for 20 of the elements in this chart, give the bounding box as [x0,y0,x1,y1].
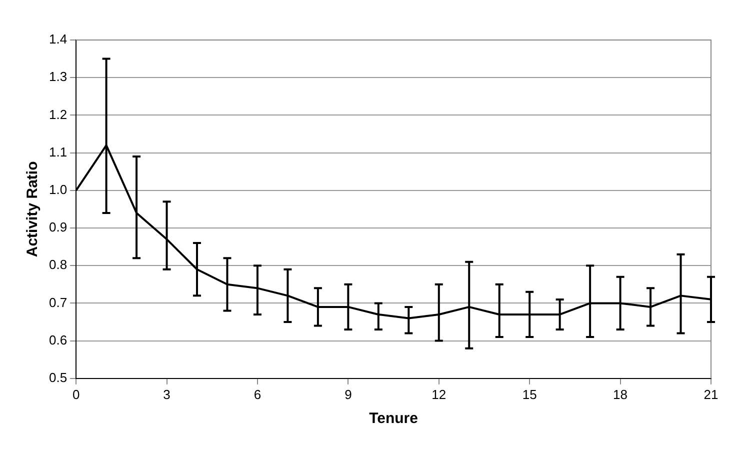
x-tick-label: 18 [613,386,628,402]
x-tick-label: 0 [72,386,80,402]
x-tick-label: 21 [704,386,718,402]
y-tick-label: 0.8 [48,257,68,272]
x-tick-label: 9 [344,386,352,402]
x-tick-label: 15 [522,386,537,402]
y-tick-label: 0.7 [48,294,68,310]
x-tick-label: 3 [163,386,170,402]
y-tick-label: 1.2 [48,106,68,122]
y-tick-label: 1.3 [48,69,68,84]
y-tick-label: 1.1 [48,144,68,160]
y-tick-label: 0.6 [48,332,68,348]
y-axis-title: Activity Ratio [24,161,42,258]
y-tick-label: 1.0 [48,182,68,197]
x-tick-label: 6 [254,386,262,402]
y-tick-label: 0.5 [48,370,68,385]
y-tick-label: 1.4 [48,32,68,47]
y-tick-label: 0.9 [48,220,68,235]
x-axis-title: Tenure [369,410,418,428]
x-tick-label: 12 [432,386,446,402]
